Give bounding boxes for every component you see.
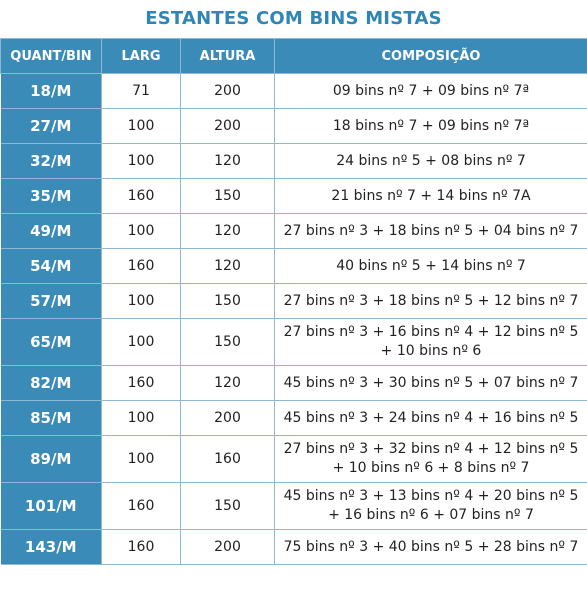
altura-cell: 200 — [180, 400, 275, 436]
composicao-line: 24 bins nº 5 + 08 bins nº 7 — [336, 153, 526, 169]
composicao-line: 27 bins nº 3 + 32 bins nº 4 + 12 bins nº… — [283, 441, 579, 457]
table-row: 27/M 100 200 18 bins nº 7 + 09 bins nº 7ª — [0, 108, 587, 144]
larg-cell: 160 — [101, 365, 181, 401]
header-quant: QUANT/BIN — [0, 38, 102, 74]
larg-cell: 100 — [101, 108, 181, 144]
table-row: 82/M 160 120 45 bins nº 3 + 30 bins nº 5 + … — [0, 365, 587, 401]
quant-cell: 143/M — [0, 529, 102, 565]
composicao-line: + 10 bins nº 6 — [380, 343, 482, 359]
table-row: 54/M 160 120 40 bins nº 5 + 14 bins nº 7 — [0, 248, 587, 284]
composicao-cell: 18 bins nº 7 + 09 bins nº 7ª — [274, 108, 587, 144]
composicao-cell: 24 bins nº 5 + 08 bins nº 7 — [274, 143, 587, 179]
composicao-line: 27 bins nº 3 + 18 bins nº 5 + 12 bins nº… — [283, 293, 579, 309]
table-row: 143/M 160 200 75 bins nº 3 + 40 bins nº 5 +… — [0, 529, 587, 565]
larg-cell: 100 — [101, 213, 181, 249]
quant-cell: 54/M — [0, 248, 102, 284]
composicao-cell: 45 bins nº 3 + 13 bins nº 4 + 20 bins nº… — [274, 482, 587, 530]
composicao-line: + 10 bins nº 6 + 8 bins nº 7 — [332, 460, 530, 476]
composicao-line: 09 bins nº 7 + 09 bins nº 7ª — [332, 83, 530, 99]
table-row: 101/M 160 150 45 bins nº 3 + 13 bins nº 4 +… — [0, 482, 587, 530]
table-row: 85/M 100 200 45 bins nº 3 + 24 bins nº 4 + … — [0, 400, 587, 436]
table-row: 35/M 160 150 21 bins nº 7 + 14 bins nº 7A — [0, 178, 587, 214]
quant-cell: 32/M — [0, 143, 102, 179]
composicao-cell: 75 bins nº 3 + 40 bins nº 5 + 28 bins nº… — [274, 529, 587, 565]
table-row: 18/M 71 200 09 bins nº 7 + 09 bins nº 7ª — [0, 73, 587, 109]
composicao-line: 18 bins nº 7 + 09 bins nº 7ª — [332, 118, 530, 134]
quant-cell: 65/M — [0, 318, 102, 366]
altura-cell: 150 — [180, 283, 275, 319]
quant-cell: 27/M — [0, 108, 102, 144]
larg-cell: 100 — [101, 318, 181, 366]
altura-cell: 150 — [180, 178, 275, 214]
composicao-cell: 27 bins nº 3 + 18 bins nº 5 + 12 bins nº… — [274, 283, 587, 319]
composicao-line: 45 bins nº 3 + 13 bins nº 4 + 20 bins nº… — [283, 488, 579, 504]
altura-cell: 120 — [180, 248, 275, 284]
larg-cell: 160 — [101, 482, 181, 530]
composicao-line: + 16 bins nº 6 + 07 bins nº 7 — [328, 507, 534, 523]
altura-cell: 200 — [180, 73, 275, 109]
altura-cell: 120 — [180, 143, 275, 179]
table-row: 57/M 100 150 27 bins nº 3 + 18 bins nº 5 + … — [0, 283, 587, 319]
composicao-line: 75 bins nº 3 + 40 bins nº 5 + 28 bins nº… — [283, 539, 579, 555]
composicao-line: 27 bins nº 3 + 18 bins nº 5 + 04 bins nº… — [283, 223, 579, 239]
quant-cell: 35/M — [0, 178, 102, 214]
composicao-line: 45 bins nº 3 + 24 bins nº 4 + 16 bins nº… — [283, 410, 579, 426]
bins-table: QUANT/BIN LARG ALTURA COMPOSIÇÃO 18/M 71 2… — [0, 38, 587, 565]
composicao-cell: 21 bins nº 7 + 14 bins nº 7A — [274, 178, 587, 214]
larg-cell: 160 — [101, 248, 181, 284]
composicao-line: 21 bins nº 7 + 14 bins nº 7A — [331, 188, 531, 204]
table-row: 49/M 100 120 27 bins nº 3 + 18 bins nº 5 + … — [0, 213, 587, 249]
larg-cell: 160 — [101, 178, 181, 214]
composicao-cell: 40 bins nº 5 + 14 bins nº 7 — [274, 248, 587, 284]
composicao-cell: 27 bins nº 3 + 32 bins nº 4 + 12 bins nº… — [274, 435, 587, 483]
quant-cell: 18/M — [0, 73, 102, 109]
altura-cell: 150 — [180, 318, 275, 366]
altura-cell: 200 — [180, 108, 275, 144]
quant-cell: 57/M — [0, 283, 102, 319]
table-row: 32/M 100 120 24 bins nº 5 + 08 bins nº 7 — [0, 143, 587, 179]
header-composicao: COMPOSIÇÃO — [274, 38, 587, 74]
header-larg: LARG — [101, 38, 181, 74]
quant-cell: 82/M — [0, 365, 102, 401]
table-row: 89/M 100 160 27 bins nº 3 + 32 bins nº 4 + … — [0, 435, 587, 483]
composicao-line: 45 bins nº 3 + 30 bins nº 5 + 07 bins nº… — [283, 375, 579, 391]
composicao-cell: 45 bins nº 3 + 30 bins nº 5 + 07 bins nº… — [274, 365, 587, 401]
larg-cell: 100 — [101, 435, 181, 483]
header-altura: ALTURA — [180, 38, 275, 74]
composicao-cell: 27 bins nº 3 + 18 bins nº 5 + 04 bins nº… — [274, 213, 587, 249]
quant-cell: 101/M — [0, 482, 102, 530]
larg-cell: 100 — [101, 283, 181, 319]
altura-cell: 120 — [180, 365, 275, 401]
larg-cell: 71 — [101, 73, 181, 109]
altura-cell: 160 — [180, 435, 275, 483]
larg-cell: 100 — [101, 400, 181, 436]
table-body: 18/M 71 200 09 bins nº 7 + 09 bins nº 7ª 27/… — [0, 73, 587, 565]
quant-cell: 89/M — [0, 435, 102, 483]
larg-cell: 160 — [101, 529, 181, 565]
composicao-cell: 27 bins nº 3 + 16 bins nº 4 + 12 bins nº… — [274, 318, 587, 366]
quant-cell: 85/M — [0, 400, 102, 436]
altura-cell: 150 — [180, 482, 275, 530]
altura-cell: 200 — [180, 529, 275, 565]
larg-cell: 100 — [101, 143, 181, 179]
altura-cell: 120 — [180, 213, 275, 249]
header-row: QUANT/BIN LARG ALTURA COMPOSIÇÃO — [0, 38, 587, 74]
composicao-cell: 45 bins nº 3 + 24 bins nº 4 + 16 bins nº… — [274, 400, 587, 436]
table-row: 65/M 100 150 27 bins nº 3 + 16 bins nº 4 + … — [0, 318, 587, 366]
composicao-cell: 09 bins nº 7 + 09 bins nº 7ª — [274, 73, 587, 109]
quant-cell: 49/M — [0, 213, 102, 249]
composicao-line: 27 bins nº 3 + 16 bins nº 4 + 12 bins nº… — [283, 324, 579, 340]
composicao-line: 40 bins nº 5 + 14 bins nº 7 — [336, 258, 526, 274]
page-title: ESTANTES COM BINS MISTAS — [145, 8, 442, 29]
